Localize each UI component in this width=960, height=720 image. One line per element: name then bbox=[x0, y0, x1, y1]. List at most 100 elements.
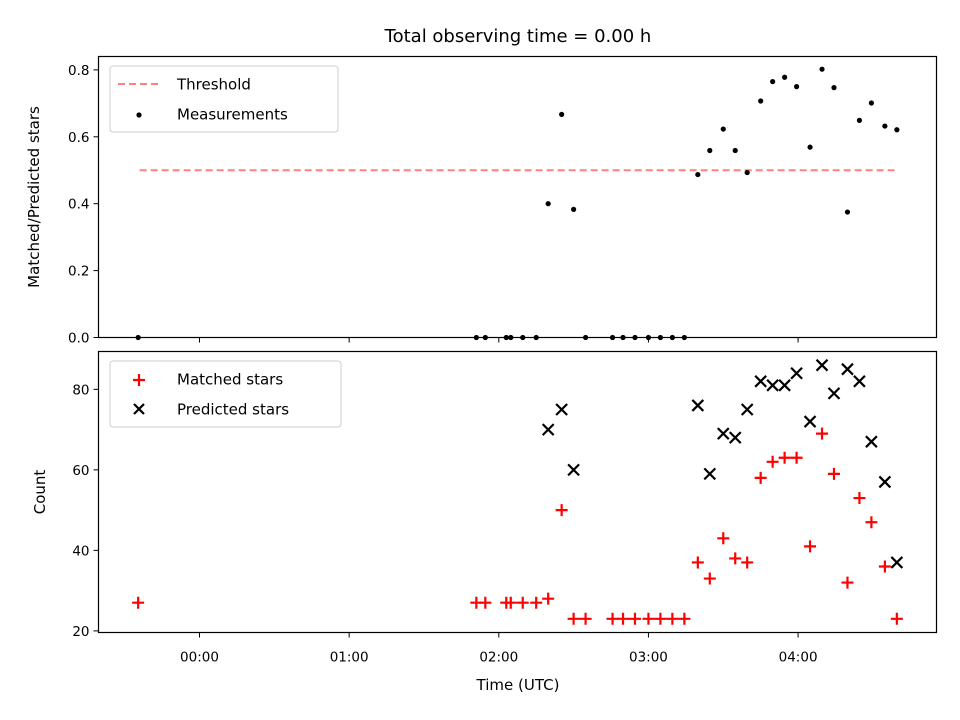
predicted-star-point bbox=[778, 379, 791, 392]
measurement-point bbox=[758, 98, 764, 104]
top-ytick-label: 0.8 bbox=[68, 63, 89, 79]
measurement-point bbox=[732, 147, 738, 154]
predicted-star-point bbox=[754, 375, 767, 388]
matched-star-point bbox=[606, 612, 619, 625]
measurement-point bbox=[770, 78, 776, 85]
bottom-plot-area bbox=[132, 358, 904, 625]
predicted-star-point bbox=[766, 379, 779, 392]
bottom-xtick-label: 04:00 bbox=[779, 650, 818, 666]
bottom-xtick-label: 00:00 bbox=[180, 650, 219, 666]
predicted-star-point bbox=[567, 463, 580, 477]
matched-star-point bbox=[530, 596, 543, 609]
measurements-legend-swatch bbox=[136, 112, 142, 118]
bottom-xlabel: Time (UTC) bbox=[476, 676, 560, 694]
measurement-point bbox=[559, 111, 565, 117]
bottom-ticks: 20 40 60 80 00:00 01:00 02:00 03:00 04:00 bbox=[72, 382, 817, 665]
top-ylabel: Matched/Predicted stars bbox=[25, 106, 43, 288]
predicted-star-point bbox=[541, 423, 555, 436]
top-axes-frame bbox=[97, 55, 938, 339]
measurement-point bbox=[831, 85, 837, 91]
matched-star-point bbox=[865, 516, 878, 529]
matched-star-point bbox=[703, 572, 716, 585]
top-ytick-label: 0.0 bbox=[68, 331, 89, 347]
predicted-legend-label: Predicted stars bbox=[177, 401, 289, 419]
measurement-point bbox=[782, 74, 788, 80]
matched-star-point bbox=[642, 612, 655, 625]
matched-star-point bbox=[827, 467, 840, 480]
predicted-star-point bbox=[728, 431, 742, 444]
matched-star-point bbox=[853, 492, 866, 505]
matched-star-point bbox=[841, 576, 854, 589]
bottom-ytick-label: 80 bbox=[72, 382, 89, 398]
predicted-star-point bbox=[827, 387, 841, 400]
measurement-point bbox=[819, 66, 825, 72]
bottom-legend-box bbox=[109, 360, 342, 428]
matched-star-point bbox=[616, 612, 629, 625]
matched-star-point bbox=[878, 560, 891, 573]
measurement-point bbox=[793, 84, 800, 90]
predicted-star-point bbox=[815, 358, 829, 372]
measurements-legend-label: Measurements bbox=[177, 106, 288, 124]
chart-title: Total observing time = 0.00 h bbox=[384, 26, 652, 47]
bottom-ytick-label: 20 bbox=[72, 624, 89, 640]
measurement-point bbox=[868, 100, 875, 106]
predicted-star-point bbox=[841, 362, 854, 376]
matched-star-point bbox=[666, 612, 679, 625]
matched-legend-swatch bbox=[133, 374, 145, 386]
measurement-point bbox=[894, 127, 900, 133]
threshold-legend-label: Threshold bbox=[176, 76, 251, 94]
matched-star-point bbox=[778, 451, 791, 464]
matched-star-point bbox=[555, 504, 568, 517]
top-panel: 0.00.20.40.60.8 Matched/Predicted stars … bbox=[25, 55, 938, 347]
matched-star-point bbox=[816, 427, 829, 440]
measurement-point bbox=[695, 171, 701, 178]
measurement-point bbox=[844, 209, 851, 215]
top-legend: Threshold Measurements bbox=[109, 65, 339, 133]
top-legend-box bbox=[109, 65, 339, 133]
measurement-point bbox=[807, 144, 813, 150]
matched-star-point bbox=[766, 455, 779, 468]
matched-star-point bbox=[691, 556, 704, 569]
predicted-star-point bbox=[703, 467, 717, 481]
matched-star-point bbox=[542, 592, 555, 605]
bottom-ytick-label: 40 bbox=[72, 543, 89, 559]
bottom-ytick-label: 60 bbox=[72, 463, 89, 479]
top-ytick-label: 0.2 bbox=[68, 264, 89, 280]
predicted-star-point bbox=[890, 556, 904, 569]
matched-star-point bbox=[754, 471, 767, 484]
predicted-star-point bbox=[555, 403, 568, 416]
matched-star-point bbox=[132, 596, 145, 609]
top-ytick-label: 0.6 bbox=[68, 130, 89, 146]
matched-star-point bbox=[628, 612, 641, 625]
matched-star-point bbox=[741, 556, 754, 569]
measurement-point bbox=[744, 169, 750, 176]
bottom-xtick-label: 01:00 bbox=[330, 650, 369, 666]
matched-star-point bbox=[804, 540, 817, 553]
measurement-point bbox=[707, 147, 713, 154]
top-ticks: 0.0 0.2 0.4 0.6 0.8 bbox=[68, 63, 799, 347]
matched-star-point bbox=[890, 612, 903, 625]
bottom-legend: Matched stars Predicted stars bbox=[109, 360, 342, 428]
bottom-xtick-label: 03:00 bbox=[629, 650, 668, 666]
matched-star-point bbox=[717, 532, 730, 545]
matched-star-point bbox=[790, 451, 803, 464]
top-ytick-label: 0.4 bbox=[68, 197, 89, 213]
predicted-star-point bbox=[865, 435, 878, 448]
bottom-ylabel: Count bbox=[31, 470, 49, 515]
matched-star-point bbox=[504, 596, 517, 609]
matched-star-point bbox=[678, 612, 691, 625]
matched-star-point bbox=[516, 596, 529, 609]
predicted-star-point bbox=[853, 375, 866, 388]
predicted-star-point bbox=[716, 427, 730, 440]
matched-star-point bbox=[729, 552, 742, 565]
matched-star-point bbox=[579, 612, 592, 625]
predicted-star-point bbox=[790, 366, 803, 380]
matched-legend-label: Matched stars bbox=[177, 371, 283, 389]
predicted-star-point bbox=[740, 403, 754, 416]
bottom-xtick-label: 02:00 bbox=[479, 650, 518, 666]
matched-star-point bbox=[567, 612, 580, 625]
measurement-point bbox=[856, 117, 863, 123]
predicted-star-point bbox=[878, 475, 892, 489]
